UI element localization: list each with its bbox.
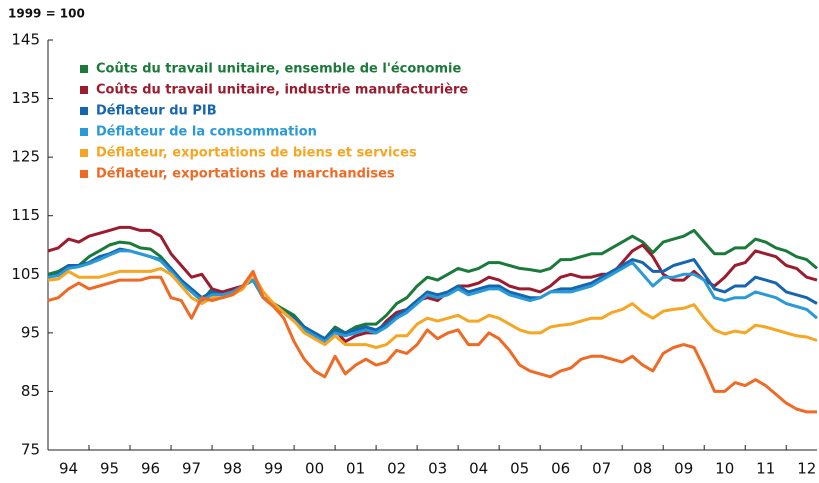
series-line	[47, 269, 817, 414]
x-tick-label: 12	[797, 460, 816, 478]
x-tick-label: 01	[346, 460, 365, 478]
legend-swatch	[80, 86, 88, 94]
y-tick-label: 125	[11, 148, 40, 166]
x-tick-label: 03	[428, 460, 447, 478]
x-tick-label: 05	[510, 460, 529, 478]
legend-label: Coûts du travail unitaire, industrie man…	[96, 83, 468, 98]
x-tick-label: 08	[633, 460, 652, 478]
legend-swatch	[80, 128, 88, 136]
y-tick-label: 75	[21, 441, 40, 459]
x-tick-label: 97	[182, 460, 201, 478]
x-tick-label: 04	[469, 460, 488, 478]
series-line	[47, 249, 818, 344]
legend-swatch	[80, 107, 88, 115]
x-tick-label: 07	[592, 460, 611, 478]
legend-label: Déflateur de la consommation	[96, 125, 317, 140]
legend-label: Déflateur du PIB	[96, 104, 217, 119]
legend-swatch	[80, 65, 88, 73]
x-tick-label: 96	[141, 460, 160, 478]
x-tick-label: 10	[715, 460, 734, 478]
y-tick-label: 95	[21, 323, 40, 341]
x-tick-label: 11	[756, 460, 775, 478]
legend-label: Déflateur, exportations de marchandises	[96, 167, 395, 182]
x-tick-label: 09	[674, 460, 693, 478]
legend-swatch	[80, 170, 88, 178]
x-tick-label: 98	[223, 460, 242, 478]
x-tick-label: 06	[551, 460, 570, 478]
legend-label: Coûts du travail unitaire, ensemble de l…	[96, 62, 461, 77]
legend-swatch	[80, 149, 88, 157]
y-tick-label: 135	[11, 89, 40, 107]
x-tick-label: 00	[305, 460, 324, 478]
x-tick-label: 95	[100, 460, 119, 478]
series-line	[47, 247, 818, 341]
series-line	[47, 266, 818, 349]
y-tick-label: 85	[21, 382, 40, 400]
x-tick-label: 94	[59, 460, 78, 478]
y-tick-label: 145	[11, 31, 40, 49]
y-axis-label: 1999 = 100	[8, 7, 85, 21]
legend-label: Déflateur, exportations de biens et serv…	[96, 146, 417, 161]
x-tick-label: 02	[387, 460, 406, 478]
y-tick-label: 105	[11, 265, 40, 283]
x-tick-label: 99	[264, 460, 283, 478]
y-tick-label: 115	[11, 206, 40, 224]
